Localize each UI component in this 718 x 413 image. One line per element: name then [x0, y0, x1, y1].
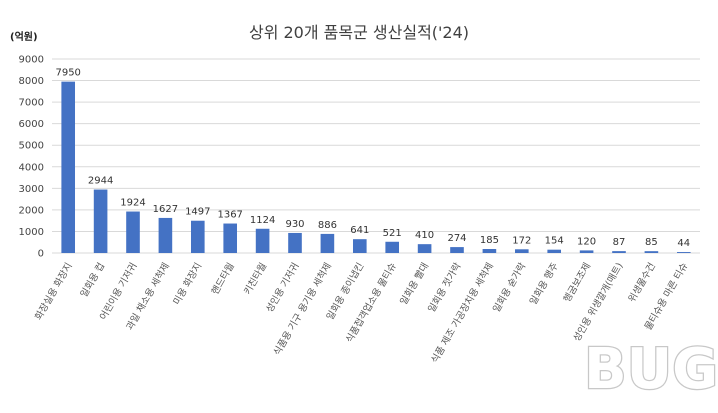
- data-label: 410: [415, 230, 434, 241]
- data-label: 87: [613, 237, 626, 248]
- data-label: 886: [318, 220, 337, 231]
- bar: [612, 251, 626, 253]
- bar: [482, 249, 497, 253]
- data-label: 930: [285, 219, 304, 230]
- data-label: 185: [480, 235, 499, 246]
- x-category-label: 일회용 젓가락: [425, 260, 463, 314]
- bar: [385, 241, 400, 253]
- bar: [417, 244, 432, 253]
- bars: [61, 81, 691, 253]
- data-label: 1627: [153, 204, 178, 215]
- y-axis-unit-label: (억원): [10, 30, 38, 43]
- data-label: 154: [545, 236, 564, 247]
- y-axis-ticks: 0 1000 2000 3000 4000 5000 6000 7000 8000 9000: [19, 55, 44, 260]
- y-tick-label: 5000: [19, 141, 44, 152]
- bar: [190, 220, 205, 253]
- gridlines: [52, 58, 700, 254]
- bar: [288, 232, 302, 253]
- x-category-label: 일회용 컵: [78, 261, 107, 300]
- x-category-label: 일회용 행주: [527, 260, 561, 307]
- bar: [352, 239, 367, 253]
- y-tick-label: 3000: [19, 184, 44, 195]
- x-category-label: 일회용 숟가락: [490, 260, 528, 314]
- x-category-label: 핸드타월: [209, 261, 237, 297]
- x-category-label: 식품 제조 가공장치용 세척제: [429, 261, 496, 366]
- y-tick-label: 1000: [19, 227, 44, 238]
- x-category-label: 일회용 빨대: [398, 261, 431, 307]
- data-label: 274: [447, 233, 466, 244]
- bar: [579, 250, 594, 253]
- bar: [255, 228, 270, 253]
- data-label: 1367: [217, 210, 242, 221]
- y-tick-label: 2000: [19, 205, 44, 216]
- data-label: 1124: [250, 215, 275, 226]
- data-label: 2944: [88, 176, 113, 187]
- data-label: 521: [383, 228, 402, 239]
- y-tick-label: 4000: [19, 162, 44, 173]
- data-label: 7950: [55, 68, 80, 79]
- x-category-label: 미용 화장지: [172, 261, 205, 307]
- bar: [158, 217, 173, 253]
- x-category-label: 성인용 기저귀: [264, 261, 301, 315]
- x-category-label: 키친타월: [241, 261, 269, 297]
- bar: [93, 189, 108, 253]
- watermark-text: BUG: [584, 337, 718, 402]
- data-label: 1497: [185, 207, 210, 218]
- bar: [126, 211, 140, 253]
- x-category-label: 위생물수건: [626, 261, 658, 305]
- y-tick-label: 7000: [19, 98, 44, 109]
- bar: [644, 251, 659, 253]
- bar: [514, 249, 529, 253]
- y-tick-label: 8000: [19, 76, 44, 87]
- chart-title: 상위 20개 품목군 생산실적('24): [249, 23, 469, 42]
- x-category-label: 화장실용 화장지: [33, 261, 75, 322]
- bar: [223, 223, 238, 253]
- x-category-label: 식품용 기구 용기용 세척제: [272, 261, 334, 358]
- bar: [61, 81, 76, 253]
- data-label: 1924: [120, 198, 145, 209]
- bar: [676, 252, 691, 253]
- data-label: 172: [512, 235, 531, 246]
- x-category-label: 헹굼보조제: [562, 261, 593, 304]
- data-label: 44: [677, 238, 690, 249]
- bar: [450, 247, 464, 253]
- y-tick-label: 0: [38, 249, 44, 260]
- data-labels: 7950 2944 1924 1627 1497 1367 1124 930 886 641 521…: [55, 68, 690, 249]
- bar: [320, 233, 335, 253]
- data-label: 85: [645, 237, 658, 248]
- data-label: 120: [577, 236, 596, 247]
- bug-watermark-logo: BUG: [583, 336, 718, 404]
- data-label: 641: [350, 225, 369, 236]
- y-tick-label: 9000: [19, 55, 44, 66]
- bar: [547, 249, 562, 253]
- y-tick-label: 6000: [19, 119, 44, 130]
